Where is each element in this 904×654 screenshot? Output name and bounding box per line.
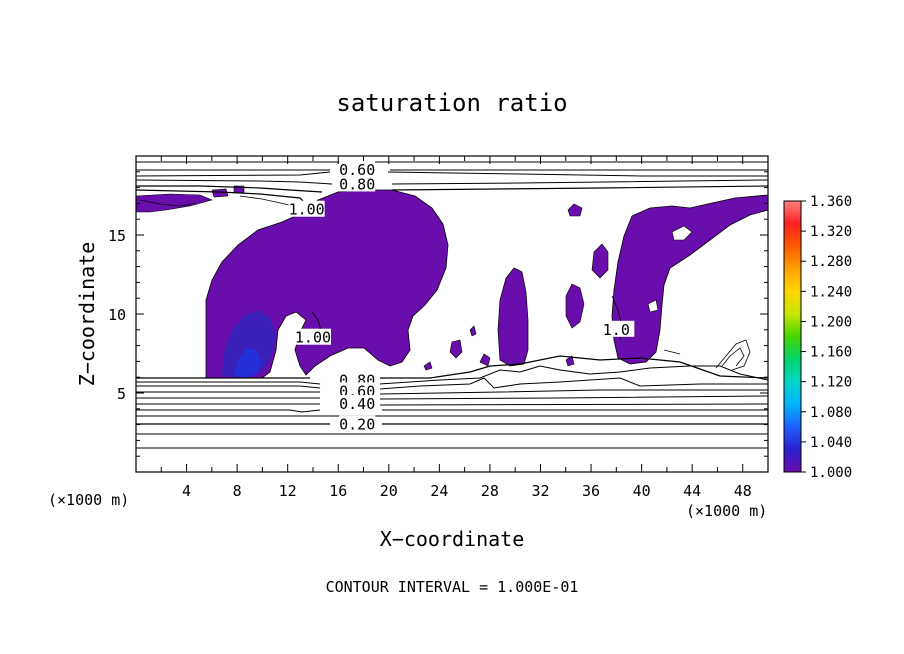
contour-label: 0.20 bbox=[339, 416, 375, 434]
cloud-core-dark bbox=[222, 310, 276, 378]
contour-labels: 0.600.801.001.000.800.600.400.201.0 bbox=[288, 161, 635, 434]
contour-interval-footer: CONTOUR INTERVAL = 1.000E-01 bbox=[326, 578, 579, 596]
colorbar-tick-label: 1.360 bbox=[810, 194, 852, 210]
y-axis: 5 10 15 bbox=[108, 171, 768, 457]
colorbar-gradient bbox=[783, 200, 802, 473]
colorbar-tick-label: 1.040 bbox=[810, 435, 852, 451]
y-tick-label: 10 bbox=[108, 306, 126, 324]
colorbar-tick-label: 1.080 bbox=[810, 405, 852, 421]
x-tick-label: 20 bbox=[380, 482, 398, 500]
cloud-region-top-left bbox=[136, 193, 213, 213]
chart-title: saturation ratio bbox=[336, 89, 567, 117]
x-tick-label: 24 bbox=[430, 482, 448, 500]
lower-contours bbox=[136, 355, 768, 449]
x-tick-label: 16 bbox=[329, 482, 347, 500]
contour-label: 0.60 bbox=[339, 161, 375, 179]
cloud-blob-34-top bbox=[567, 203, 583, 217]
contour-label-bg bbox=[339, 395, 376, 412]
colorbar-tick-label: 1.160 bbox=[810, 345, 852, 361]
y-axis-label: Z−coordinate bbox=[75, 242, 99, 387]
colorbar-tick-label: 1.200 bbox=[810, 314, 852, 330]
x-tick-label: 48 bbox=[734, 482, 752, 500]
x-unit-right: (×1000 m) bbox=[686, 502, 767, 520]
contour-label-bg bbox=[288, 200, 325, 217]
contour-label-bg bbox=[294, 328, 331, 345]
contour-label: 1.00 bbox=[289, 201, 325, 219]
cloud-blob-26 bbox=[469, 325, 477, 337]
cloud-hole-right bbox=[671, 225, 693, 241]
colorbar-ticks: 1.360 1.320 1.280 1.240 1.200 1.160 1.120 1.080… bbox=[801, 194, 852, 481]
cloud-blob-top-a bbox=[211, 188, 229, 198]
y-tick-label: 5 bbox=[117, 385, 126, 403]
colorbar: 1.360 1.320 1.280 1.240 1.200 1.160 1.120 1.080… bbox=[783, 194, 852, 481]
cloud-blob-25 bbox=[449, 339, 463, 359]
contour-label-bg bbox=[339, 161, 376, 178]
cloud-core-blue bbox=[234, 348, 262, 378]
contour-label: 0.80 bbox=[339, 175, 375, 193]
contour-label-bg bbox=[339, 175, 376, 192]
colorbar-tick-label: 1.280 bbox=[810, 254, 852, 270]
plot-area: 0.600.801.001.000.800.600.400.201.0 bbox=[136, 156, 768, 472]
x-tick-label: 36 bbox=[582, 482, 600, 500]
contour-label: 1.00 bbox=[295, 329, 331, 347]
x-tick-label: 4 bbox=[182, 482, 191, 500]
cloud-blob-27 bbox=[479, 353, 491, 367]
x-tick-label: 32 bbox=[531, 482, 549, 500]
colorbar-tick-label: 1.000 bbox=[810, 465, 852, 481]
contour-label: 0.40 bbox=[339, 395, 375, 413]
contour-label: 1.0 bbox=[603, 321, 630, 339]
contour-label-bg bbox=[339, 382, 376, 399]
colorbar-tick-label: 1.320 bbox=[810, 224, 852, 240]
contour-label-bg bbox=[339, 415, 376, 432]
cloud-region-right bbox=[611, 194, 768, 365]
x-tick-label: 8 bbox=[233, 482, 242, 500]
cloud-blob-23 bbox=[423, 361, 433, 371]
upper-contours bbox=[136, 161, 768, 209]
cloud-column-28 bbox=[497, 267, 529, 367]
cloud-column-36 bbox=[591, 243, 609, 279]
cloud-column-34 bbox=[565, 283, 585, 329]
colorbar-tick-label: 1.240 bbox=[810, 284, 852, 300]
x-tick-label: 44 bbox=[683, 482, 701, 500]
contour-label-bg bbox=[598, 320, 635, 337]
cloud-hole-right-b bbox=[647, 299, 659, 313]
x-axis: 4 8 12 16 20 24 28 32 36 40 44 48 bbox=[160, 156, 752, 500]
x-unit-left: (×1000 m) bbox=[48, 491, 129, 509]
x-tick-label: 28 bbox=[481, 482, 499, 500]
y-tick-label: 15 bbox=[108, 227, 126, 245]
x-tick-label: 12 bbox=[279, 482, 297, 500]
x-tick-label: 40 bbox=[633, 482, 651, 500]
x-axis-label: X−coordinate bbox=[380, 527, 525, 551]
colorbar-tick-label: 1.120 bbox=[810, 375, 852, 391]
